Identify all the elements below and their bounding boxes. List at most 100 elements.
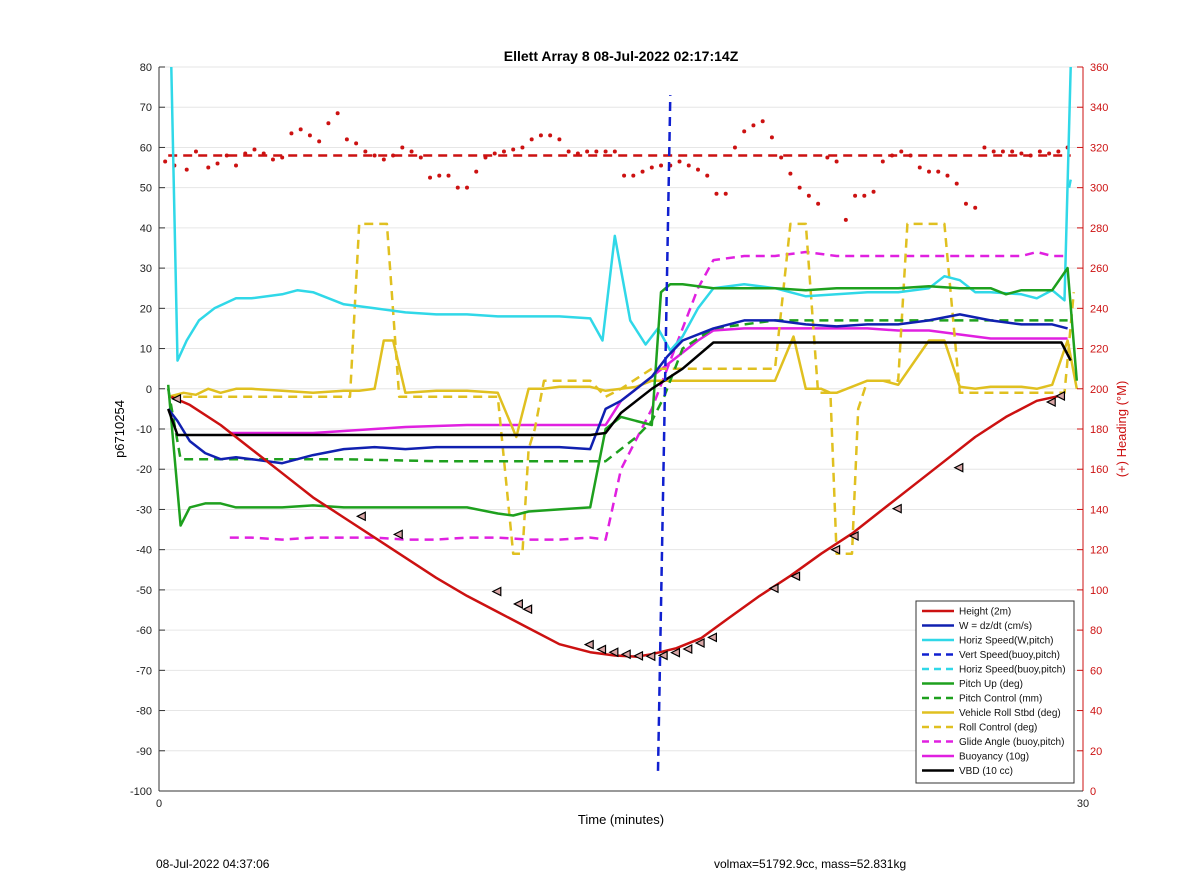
heading-point: [890, 153, 895, 158]
y-tick-label: 30: [140, 263, 152, 275]
y2-tick-label: 160: [1090, 464, 1108, 476]
y2-tick-label: 180: [1090, 424, 1108, 436]
heading-point: [686, 163, 691, 168]
heading-point: [963, 201, 968, 206]
line-w-dz-dt-cm-s: [167, 313, 1068, 465]
heading-point: [289, 131, 294, 136]
y-axis-label: p6710254: [112, 400, 127, 458]
y2-tick-label: 320: [1090, 142, 1108, 154]
line-pitch-up-deg: [166, 266, 1079, 527]
waypoint-marker: [670, 647, 681, 658]
waypoint-marker: [694, 638, 705, 648]
legend-label: Buoyancy (10g): [959, 752, 1029, 763]
heading-point: [816, 201, 821, 206]
heading-point: [880, 159, 885, 164]
y2-tick-label: 280: [1090, 223, 1108, 235]
waypoint-marker: [657, 650, 668, 661]
y2-tick-label: 300: [1090, 183, 1108, 195]
heading-point: [363, 149, 368, 154]
heading-point: [548, 133, 553, 138]
heading-point: [206, 165, 211, 170]
heading-point: [193, 149, 198, 154]
legend-label: Pitch Up (deg): [959, 679, 1023, 690]
waypoint-marker: [522, 604, 533, 615]
waypoint-marker: [171, 393, 182, 404]
heading-point: [538, 133, 543, 138]
legend-label: Height (2m): [959, 607, 1011, 618]
legend-label: Horiz Speed(W,pitch): [959, 636, 1053, 647]
heading-point: [908, 153, 913, 158]
heading-point: [520, 145, 525, 150]
heading-point: [409, 149, 414, 154]
series-roll-control-deg: [168, 222, 1076, 555]
grid: [159, 66, 1083, 792]
legend-label: Vehicle Roll Stbd (deg): [959, 708, 1061, 719]
heading-point: [585, 149, 590, 154]
y-tick-label: -70: [136, 665, 152, 677]
heading-point: [163, 159, 168, 164]
heading-point: [622, 173, 627, 178]
waypoint-marker: [891, 503, 902, 514]
heading-point: [381, 157, 386, 162]
y-tick-label: 10: [140, 344, 152, 356]
y2-tick-label: 220: [1090, 344, 1108, 356]
line-vehicle-roll-stbd-deg: [167, 335, 1079, 439]
legend-label: W = dz/dt (cm/s): [959, 621, 1032, 632]
line-vbd-10-cc: [167, 341, 1072, 437]
line-roll-control-deg: [168, 222, 1076, 555]
heading-point: [612, 149, 617, 154]
line-glide-angle-buoy-pitch: [229, 250, 1068, 541]
heading-point: [797, 185, 802, 190]
waypoint-marker: [645, 651, 656, 662]
heading-point: [354, 141, 359, 146]
x-tick-label: 0: [156, 798, 162, 810]
y-tick-label: 60: [140, 142, 152, 154]
heading-point: [234, 163, 238, 168]
legend-label: Pitch Control (mm): [959, 694, 1042, 705]
heading-point: [1037, 149, 1042, 154]
waypoint-marker: [953, 462, 964, 473]
heading-point: [215, 161, 220, 166]
heading-point: [280, 155, 285, 160]
heading-point: [391, 153, 396, 158]
heading-point: [603, 149, 608, 154]
heading-point: [705, 173, 710, 178]
waypoint-marker: [392, 529, 403, 540]
heading-point: [917, 165, 922, 170]
series-horiz-speed-w-pitch: [170, 67, 1072, 362]
waypoint-marker: [491, 586, 502, 597]
waypoint-marker: [848, 531, 859, 541]
heading-point: [779, 155, 784, 160]
heading-point: [1047, 151, 1052, 156]
y-tick-label: -10: [136, 424, 152, 436]
legend-label: Roll Control (deg): [959, 723, 1037, 734]
heading-point: [474, 169, 479, 174]
waypoint-marker: [620, 649, 631, 660]
y-tick-label: -100: [130, 786, 152, 798]
heading-point: [723, 191, 728, 196]
heading-point: [742, 129, 747, 134]
heading-point: [769, 135, 774, 140]
heading-point: [1000, 149, 1005, 154]
legend-label: Glide Angle (buoy,pitch): [959, 737, 1064, 748]
series-vert-speed-buoy-pitch: [656, 95, 672, 771]
heading-point: [483, 155, 488, 160]
heading-point: [575, 151, 580, 156]
waypoint-marker: [707, 632, 718, 643]
heading-point: [788, 171, 793, 176]
heading-point: [659, 163, 664, 168]
heading-point: [224, 153, 229, 158]
series-buoyancy-10g: [229, 327, 1068, 435]
legend-box: [915, 600, 1075, 784]
heading-point: [529, 137, 534, 142]
heading-point: [982, 145, 987, 150]
y-tick-label: -90: [136, 746, 152, 758]
y2-tick-label: 260: [1090, 263, 1108, 275]
y2-tick-label: 40: [1090, 706, 1102, 718]
waypoint-marker: [1045, 397, 1056, 408]
waypoint-marker: [790, 571, 801, 582]
y2-tick-label: 60: [1090, 665, 1102, 677]
heading-point: [557, 137, 562, 142]
series-vbd-10-cc: [167, 341, 1072, 437]
